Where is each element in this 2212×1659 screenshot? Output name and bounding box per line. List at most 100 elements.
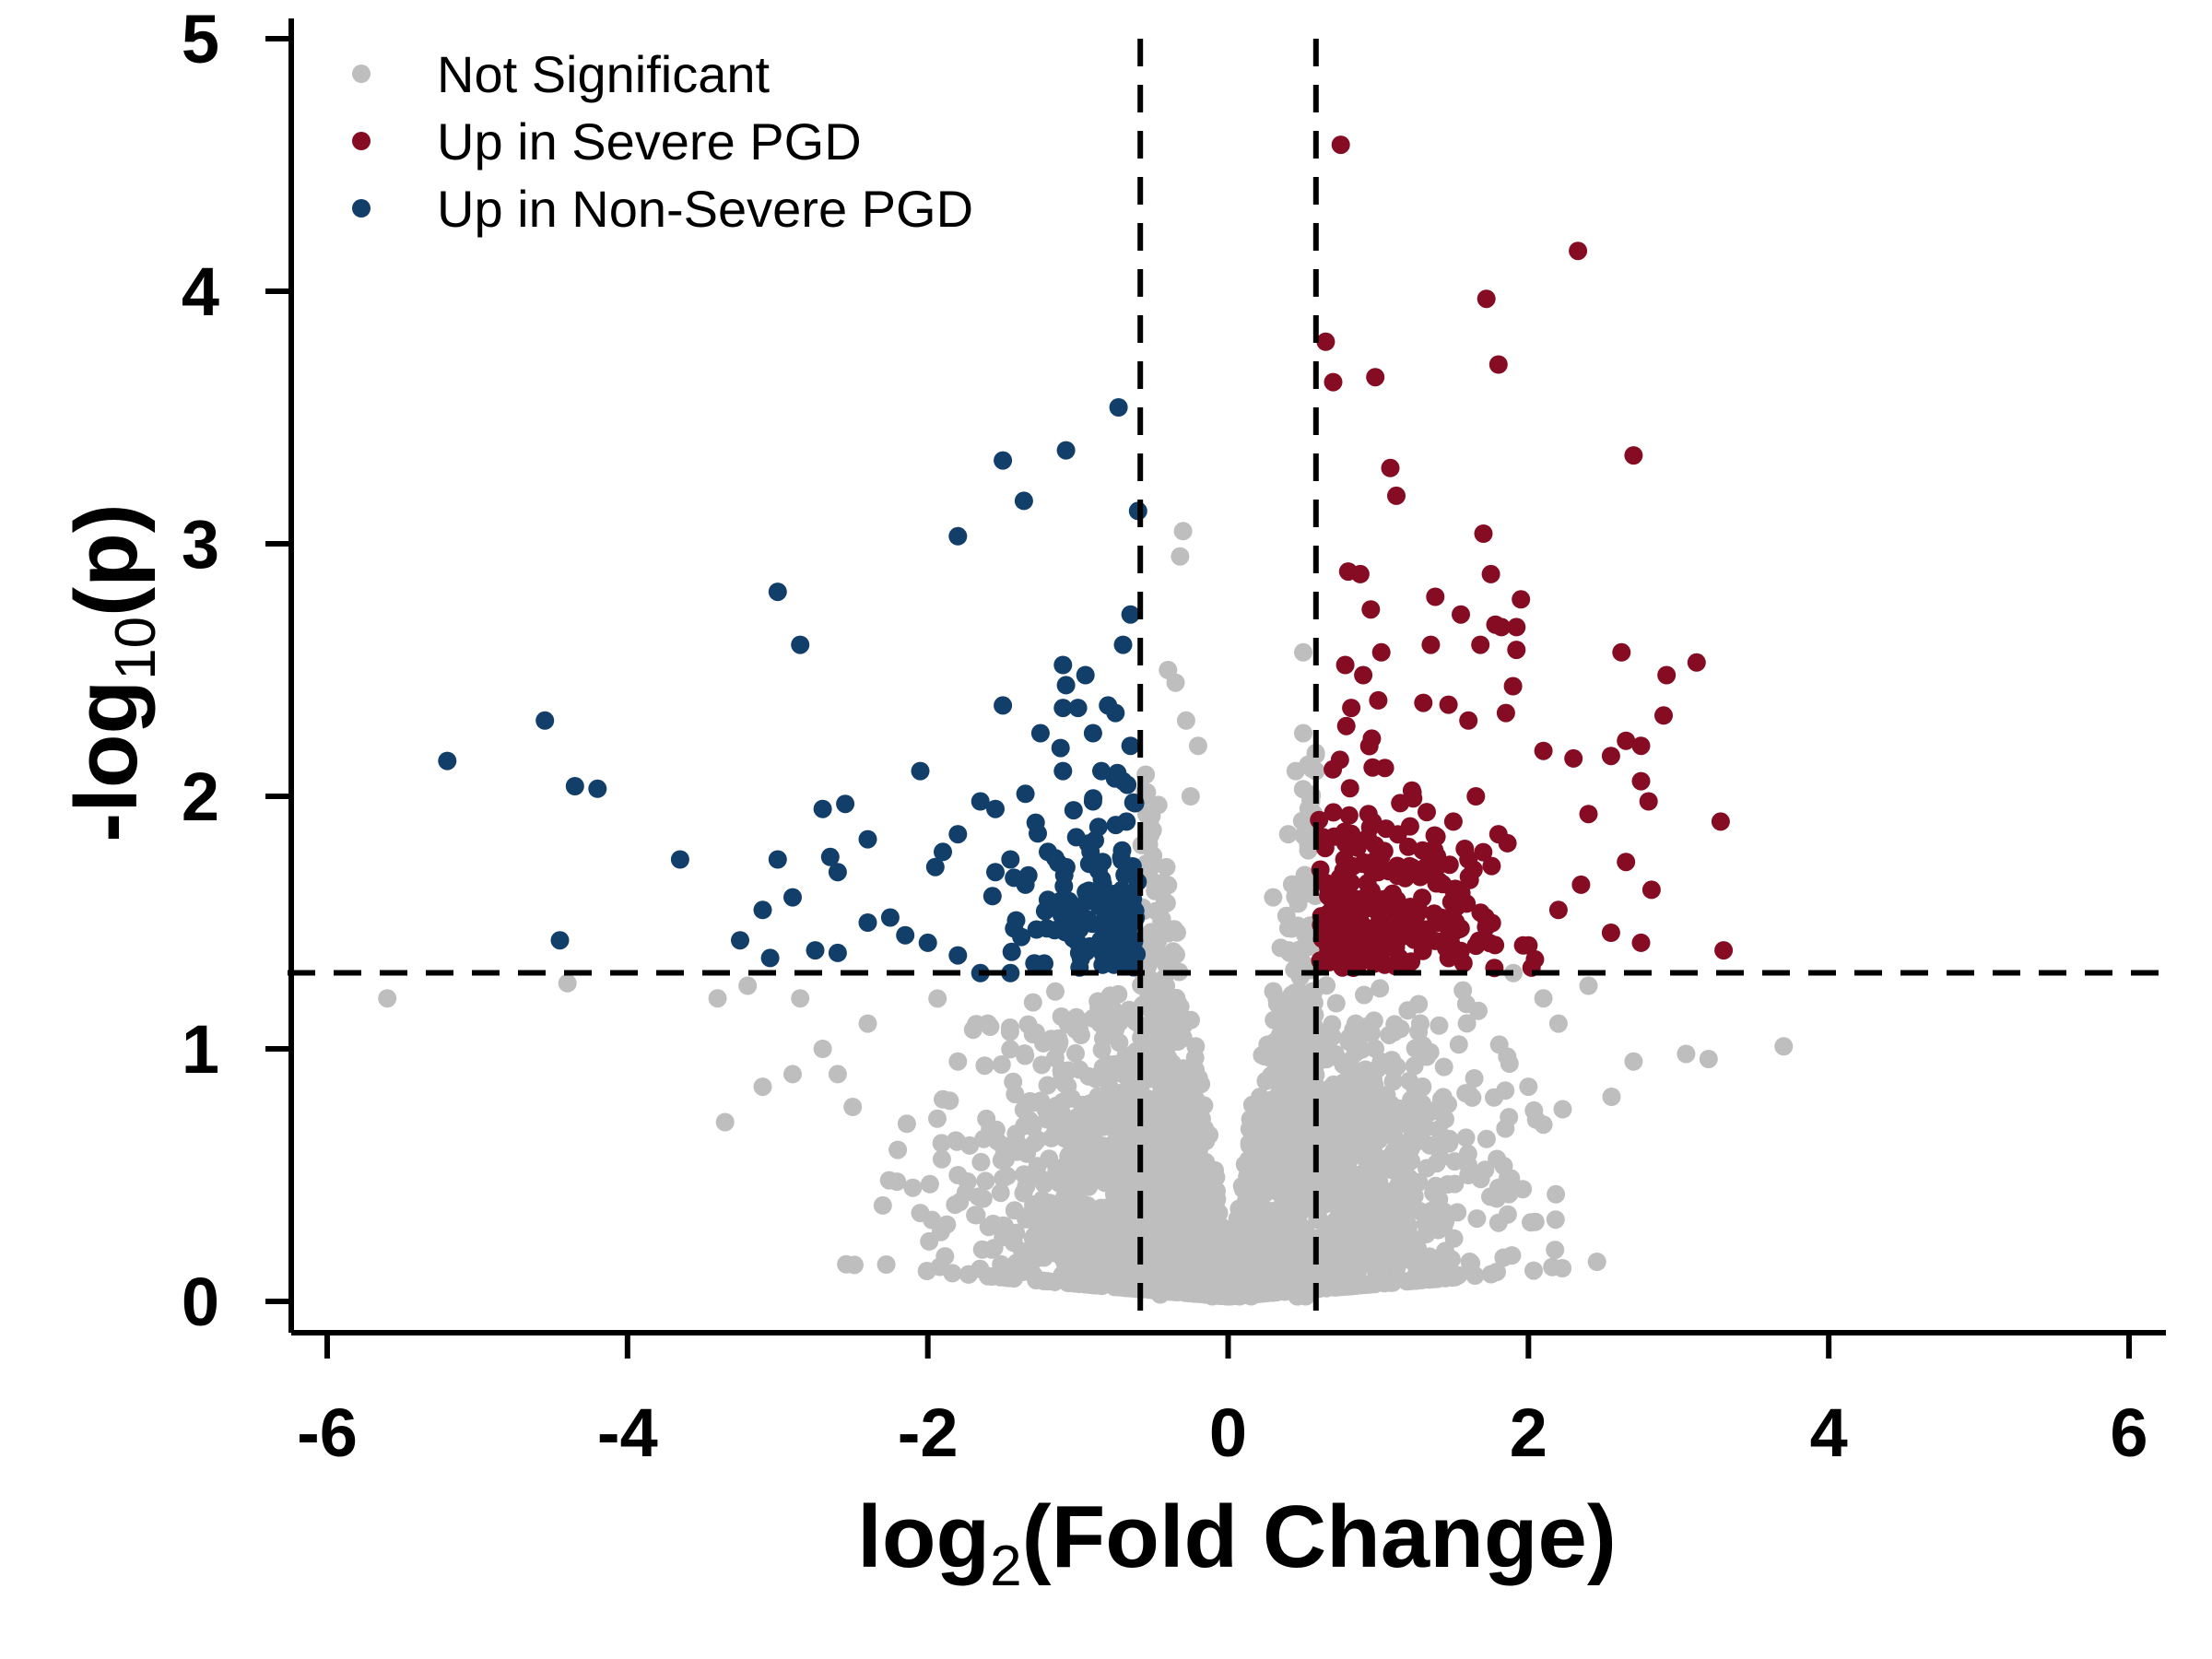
point-up-severe xyxy=(1571,875,1591,894)
point-not-significant xyxy=(1035,1174,1053,1194)
point-up-non-severe xyxy=(1112,851,1132,870)
point-not-significant xyxy=(1092,1041,1112,1060)
point-up-non-severe xyxy=(1045,921,1065,940)
point-up-non-severe xyxy=(1091,931,1111,949)
point-not-significant xyxy=(969,1187,988,1206)
point-not-significant xyxy=(1165,1224,1183,1243)
point-not-significant xyxy=(1488,1263,1506,1281)
point-not-significant xyxy=(976,1171,995,1191)
point-not-significant xyxy=(1046,982,1065,1001)
point-not-significant xyxy=(1239,1180,1258,1199)
point-not-significant xyxy=(1176,711,1195,730)
legend-label-not-significant: Not Significant xyxy=(437,45,771,103)
point-up-non-severe xyxy=(1051,738,1070,758)
point-up-severe xyxy=(1466,936,1486,956)
point-not-significant xyxy=(1382,1182,1401,1202)
point-not-significant xyxy=(1186,1060,1205,1079)
point-not-significant xyxy=(858,1014,877,1033)
point-not-significant xyxy=(1067,1131,1087,1149)
point-up-non-severe xyxy=(768,850,787,869)
point-not-significant xyxy=(1159,1200,1178,1219)
point-not-significant xyxy=(1297,1224,1316,1243)
point-not-significant xyxy=(1076,1153,1095,1172)
point-not-significant xyxy=(1138,1100,1158,1120)
point-not-significant xyxy=(1144,846,1163,865)
point-not-significant xyxy=(1399,1216,1418,1235)
point-not-significant xyxy=(1206,1225,1226,1244)
point-up-severe xyxy=(1569,241,1588,261)
point-not-significant xyxy=(1299,835,1318,854)
point-up-non-severe xyxy=(1002,942,1021,961)
point-up-severe xyxy=(1372,890,1392,909)
point-not-significant xyxy=(917,1262,936,1280)
point-not-significant xyxy=(1426,1176,1445,1195)
point-not-significant xyxy=(1084,1276,1103,1295)
point-not-significant xyxy=(1166,1186,1185,1206)
point-up-severe xyxy=(1343,856,1362,876)
point-up-non-severe xyxy=(994,451,1013,470)
x-tick-label: -2 xyxy=(898,1394,959,1471)
point-not-significant xyxy=(1194,1096,1214,1115)
point-up-severe xyxy=(1414,693,1433,712)
point-not-significant xyxy=(1553,1259,1572,1277)
point-up-severe xyxy=(1639,792,1658,811)
point-up-severe xyxy=(1359,805,1378,824)
y-axis-title: -log10(p) xyxy=(57,503,168,841)
point-not-significant xyxy=(1170,1160,1189,1180)
point-not-significant xyxy=(791,989,810,1008)
legend-marker-not-significant xyxy=(352,65,371,83)
point-not-significant xyxy=(1364,1174,1383,1194)
point-up-severe xyxy=(1369,863,1388,882)
point-not-significant xyxy=(1262,1134,1281,1153)
point-not-significant xyxy=(1110,1033,1129,1053)
point-not-significant xyxy=(1294,642,1312,662)
point-up-severe xyxy=(1507,641,1526,660)
point-not-significant xyxy=(1548,1014,1568,1033)
point-up-severe xyxy=(1488,825,1508,844)
point-up-non-severe xyxy=(806,941,825,960)
point-not-significant xyxy=(1335,1174,1354,1194)
point-not-significant xyxy=(897,1114,916,1134)
point-up-severe xyxy=(1474,842,1493,862)
point-up-non-severe xyxy=(1068,699,1088,718)
point-up-non-severe xyxy=(753,900,772,920)
point-not-significant xyxy=(1071,1026,1090,1044)
point-not-significant xyxy=(1052,1061,1071,1080)
point-not-significant xyxy=(1169,1011,1188,1030)
point-up-non-severe xyxy=(1109,398,1128,417)
point-up-non-severe xyxy=(1066,921,1086,940)
point-not-significant xyxy=(1006,1124,1026,1144)
point-not-significant xyxy=(1488,1178,1508,1197)
point-not-significant xyxy=(1050,1173,1069,1193)
y-tick-label: 3 xyxy=(182,506,219,582)
point-not-significant xyxy=(1033,1271,1053,1290)
point-not-significant xyxy=(1624,1052,1643,1071)
point-not-significant xyxy=(978,1014,997,1033)
point-not-significant xyxy=(1264,982,1283,1001)
point-not-significant xyxy=(1290,1173,1310,1192)
point-not-significant xyxy=(1107,1084,1126,1103)
point-not-significant xyxy=(1188,736,1207,756)
point-not-significant xyxy=(1146,1068,1165,1088)
point-not-significant xyxy=(1281,1260,1300,1279)
point-up-severe xyxy=(1641,880,1661,900)
point-not-significant xyxy=(1409,994,1429,1014)
point-up-severe xyxy=(1624,446,1643,465)
point-not-significant xyxy=(1382,1051,1402,1070)
point-not-significant xyxy=(972,1240,992,1259)
ticks: -6 -4 -2 0 2 4 6 0 1 2 3 4 5 xyxy=(182,1,2148,1471)
point-not-significant xyxy=(993,1135,1012,1155)
point-not-significant xyxy=(1173,522,1193,541)
point-up-non-severe xyxy=(670,850,689,869)
point-up-severe xyxy=(1342,699,1361,718)
point-not-significant xyxy=(1273,1026,1292,1045)
point-up-severe xyxy=(1371,642,1391,662)
point-up-non-severe xyxy=(791,635,810,654)
point-not-significant xyxy=(1265,1010,1284,1030)
point-not-significant xyxy=(1340,1204,1359,1222)
point-up-non-severe xyxy=(1026,813,1045,832)
point-up-non-severe xyxy=(550,931,570,950)
point-up-severe xyxy=(1486,935,1505,955)
point-up-severe xyxy=(1387,486,1406,505)
